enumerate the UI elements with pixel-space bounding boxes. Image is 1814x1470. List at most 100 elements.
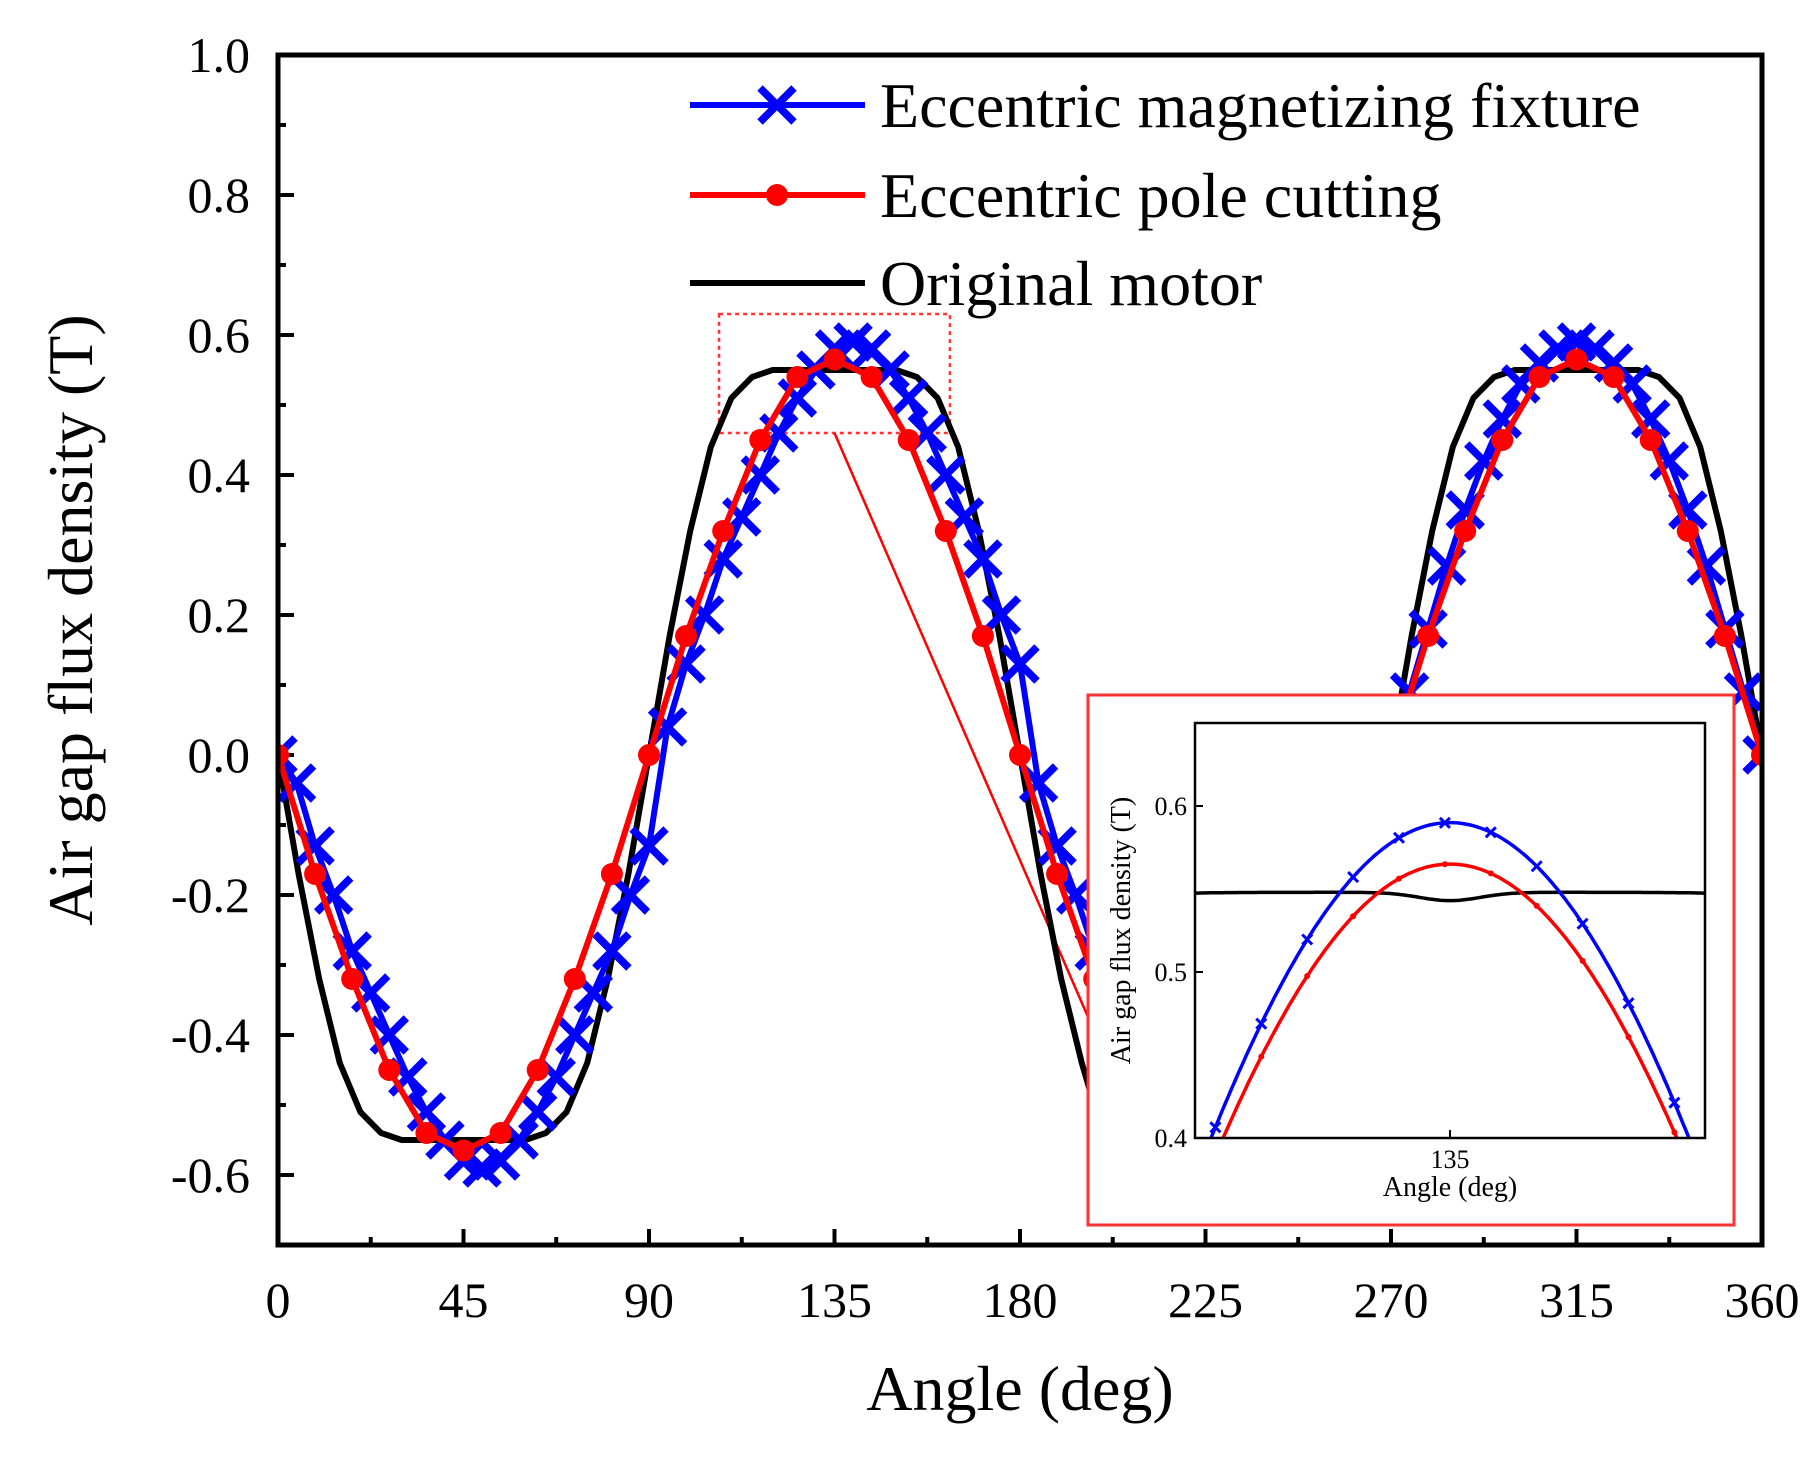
data-point bbox=[278, 744, 289, 766]
data-point bbox=[592, 931, 632, 971]
axis-tick-labels: 0 45 90 135 180 225 270 315 360 -0.6 -0.4 -0.2 0.0 0.… bbox=[171, 27, 1800, 1328]
data-point bbox=[1464, 441, 1504, 481]
data-point bbox=[304, 863, 327, 885]
inset-y-tick-label: 0.6 bbox=[1155, 792, 1188, 821]
x-tick-label: 360 bbox=[1725, 1272, 1800, 1328]
data-point bbox=[1713, 625, 1736, 647]
data-point bbox=[897, 429, 920, 451]
main-series bbox=[278, 322, 1762, 1188]
data-point bbox=[888, 378, 929, 418]
inset-data-point bbox=[1209, 1121, 1222, 1134]
inset-data-point bbox=[1392, 831, 1406, 844]
data-point bbox=[1630, 399, 1671, 439]
data-point bbox=[1009, 744, 1031, 766]
inset-data-point bbox=[1301, 933, 1314, 946]
series-eccentric-magnetizing-fixture bbox=[278, 322, 1762, 1188]
inset-data-point bbox=[1576, 917, 1589, 930]
legend-item: Eccentric magnetizing fixture bbox=[690, 70, 1641, 141]
data-point bbox=[517, 1092, 558, 1132]
data-point bbox=[860, 366, 883, 388]
data-point bbox=[675, 625, 698, 647]
data-point bbox=[1454, 520, 1477, 542]
series-line bbox=[1388, 339, 1762, 756]
x-tick-label: 90 bbox=[624, 1272, 674, 1328]
inset-data-point bbox=[1255, 1017, 1268, 1030]
inset-original-motor bbox=[1195, 890, 1705, 903]
data-point bbox=[629, 826, 669, 866]
plot-frame bbox=[275, 52, 1765, 1248]
data-point bbox=[555, 1015, 595, 1055]
data-point bbox=[1491, 429, 1514, 451]
x-tick-label: 315 bbox=[1539, 1272, 1614, 1328]
inset-data-point bbox=[1533, 902, 1540, 909]
inset-data-point bbox=[1438, 816, 1451, 829]
data-point bbox=[610, 875, 651, 915]
series-line bbox=[278, 356, 1098, 1154]
y-tick-label: 0.2 bbox=[188, 587, 251, 643]
data-point bbox=[971, 625, 994, 647]
data-point bbox=[1482, 399, 1523, 439]
inset-data-point bbox=[1671, 1129, 1678, 1136]
data-point bbox=[600, 863, 623, 885]
inset-series bbox=[1195, 816, 1705, 1138]
legend: Eccentric magnetizing fixture Eccentric p… bbox=[690, 70, 1641, 319]
data-point bbox=[1000, 644, 1040, 684]
data-point bbox=[415, 1122, 438, 1144]
inset-data-point bbox=[1487, 870, 1494, 877]
data-point bbox=[712, 520, 735, 542]
inset-data-point bbox=[1530, 860, 1543, 873]
data-point bbox=[278, 735, 298, 775]
data-point bbox=[638, 744, 660, 766]
data-point bbox=[1528, 366, 1551, 388]
inset-data-point bbox=[1258, 1053, 1265, 1060]
inset-y-tick-label: 0.5 bbox=[1155, 958, 1188, 987]
legend-item: Original motor bbox=[690, 248, 1262, 319]
y-tick-label: -0.2 bbox=[171, 867, 250, 923]
legend-label: Eccentric pole cutting bbox=[880, 160, 1442, 231]
data-point bbox=[684, 595, 725, 635]
x-tick-label: 225 bbox=[1168, 1272, 1243, 1328]
inset-data-point bbox=[1350, 913, 1357, 920]
data-point bbox=[786, 366, 809, 388]
x-tick-label: 45 bbox=[439, 1272, 489, 1328]
data-point bbox=[1676, 520, 1699, 542]
data-point bbox=[1565, 348, 1588, 371]
data-point bbox=[1751, 744, 1762, 766]
series-eccentric-pole-cutting bbox=[278, 348, 1762, 1162]
legend-swatch-marker bbox=[757, 85, 797, 125]
x-tick-label: 135 bbox=[797, 1272, 872, 1328]
data-point bbox=[926, 455, 966, 495]
y-axis-title: Air gap flux density (T) bbox=[35, 314, 106, 925]
data-point bbox=[378, 1059, 401, 1081]
x-tick-label: 180 bbox=[983, 1272, 1058, 1328]
legend-label: Eccentric magnetizing fixture bbox=[880, 70, 1641, 141]
data-point bbox=[1417, 625, 1440, 647]
data-point bbox=[1046, 863, 1069, 885]
y-tick-label: 0.8 bbox=[188, 167, 251, 223]
inset-data-point bbox=[1441, 861, 1448, 868]
inset-x-tick-label: 135 bbox=[1431, 1145, 1470, 1174]
legend-item: Eccentric pole cutting bbox=[690, 160, 1442, 231]
data-point bbox=[341, 968, 364, 990]
inset-eccentric-pole-cutting bbox=[1221, 862, 1679, 1138]
inset-data-point bbox=[1484, 826, 1497, 839]
zoom-indicator bbox=[717, 312, 1100, 1041]
y-tick-label: 0.4 bbox=[188, 447, 251, 503]
data-point bbox=[1639, 429, 1662, 451]
inset-eccentric-magnetizing-fixture bbox=[1209, 820, 1691, 1138]
data-point bbox=[563, 968, 586, 990]
data-point bbox=[981, 595, 1022, 635]
inset-data-point bbox=[1579, 957, 1586, 964]
inset-data-point bbox=[1625, 1034, 1632, 1041]
data-point bbox=[313, 875, 354, 915]
data-point bbox=[489, 1122, 512, 1144]
y-tick-label: 0.0 bbox=[188, 727, 251, 783]
x-axis-title: Angle (deg) bbox=[866, 1353, 1173, 1424]
data-point bbox=[777, 378, 818, 418]
data-point bbox=[823, 348, 846, 371]
data-point bbox=[1649, 441, 1689, 481]
x-tick-label: 270 bbox=[1354, 1272, 1429, 1328]
inset-y-axis-title: Air gap flux density (T) bbox=[1106, 797, 1137, 1065]
inset-y-tick-label: 0.4 bbox=[1155, 1124, 1188, 1153]
